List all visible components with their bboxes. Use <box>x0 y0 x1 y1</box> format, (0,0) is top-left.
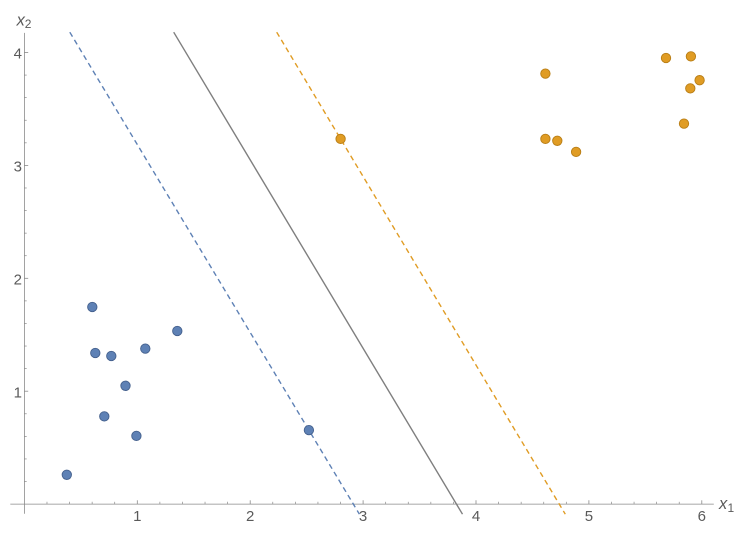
svg-text:1: 1 <box>14 384 22 401</box>
svg-text:3: 3 <box>14 159 22 176</box>
svg-text:1: 1 <box>728 501 735 515</box>
svg-text:4: 4 <box>472 508 480 525</box>
svg-text:2: 2 <box>14 272 22 289</box>
svg-text:1: 1 <box>133 508 141 525</box>
svg-text:3: 3 <box>359 508 367 525</box>
svg-text:6: 6 <box>698 508 706 525</box>
svg-text:x: x <box>16 11 26 29</box>
svg-text:4: 4 <box>14 46 22 63</box>
svg-text:5: 5 <box>585 508 593 525</box>
svg-text:2: 2 <box>246 508 254 525</box>
svg-text:2: 2 <box>25 17 32 31</box>
svg-text:x: x <box>718 495 728 513</box>
